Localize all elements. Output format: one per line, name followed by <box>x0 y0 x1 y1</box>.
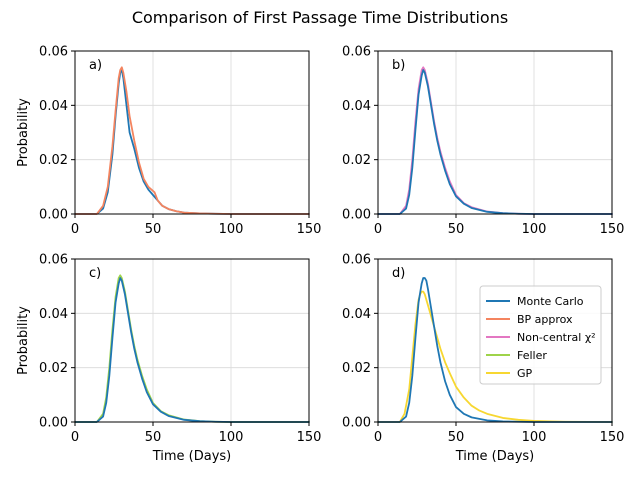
x-tick-label: 50 <box>145 222 162 237</box>
y-tick-label: 0.06 <box>342 253 371 268</box>
axes-frame <box>377 258 613 423</box>
axes-frame <box>74 50 310 215</box>
legend-entry-label: GP <box>517 367 533 380</box>
legend: Monte Carlo BP approx Non-central χ² Feller… <box>479 285 602 385</box>
y-tick-label: 0.04 <box>39 99 68 114</box>
y-tick-label: 0.02 <box>39 361 68 376</box>
x-tick-label: 0 <box>374 222 382 237</box>
y-tick-label: 0.02 <box>342 361 371 376</box>
y-tick-label: 0.00 <box>342 208 371 223</box>
legend-entry-label: Monte Carlo <box>517 295 584 308</box>
series-line-monte-carlo <box>74 277 310 423</box>
x-tick-label: 0 <box>71 430 79 445</box>
x-tick-label: 50 <box>145 430 162 445</box>
axes-frame <box>74 258 310 423</box>
y-tick-label: 0.00 <box>39 208 68 223</box>
y-tick-label: 0.06 <box>342 45 371 60</box>
series-line-gp <box>377 290 613 423</box>
axes-frame <box>377 50 613 215</box>
x-tick-label: 100 <box>219 430 244 445</box>
y-tick-label: 0.02 <box>342 153 371 168</box>
y-tick-label: 0.02 <box>39 153 68 168</box>
y-tick-label: 0.00 <box>39 416 68 431</box>
x-tick-label: 150 <box>600 222 625 237</box>
panel-c: 0 50 100 150 0.00 0.02 0.04 0.06 c) Time (Days) Pr… <box>16 253 321 465</box>
y-axis-label: Probability <box>16 98 31 167</box>
panel-a: 0 50 100 150 0.00 0.02 0.04 0.06 a) Probability <box>16 45 321 238</box>
x-tick-label: 50 <box>448 430 465 445</box>
y-tick-label: 0.04 <box>342 99 371 114</box>
chart-title: Comparison of First Passage Time Distrib… <box>132 8 508 27</box>
panels-layer: 0 50 100 150 0.00 0.02 0.04 0.06 a) Probability 0 5… <box>16 45 624 465</box>
x-tick-label: 100 <box>522 222 547 237</box>
x-tick-label: 100 <box>219 222 244 237</box>
y-tick-label: 0.06 <box>39 45 68 60</box>
series-line-feller <box>74 274 310 423</box>
panel-b: 0 50 100 150 0.00 0.02 0.04 0.06 b) <box>342 45 624 238</box>
legend-entry-label: Feller <box>517 349 547 362</box>
x-tick-label: 150 <box>297 222 322 237</box>
series-line-non-central- <box>377 66 613 215</box>
panel-label: a) <box>89 58 102 73</box>
legend-entry-label: Non-central χ² <box>517 331 596 344</box>
x-axis-label: Time (Days) <box>455 449 535 464</box>
x-tick-label: 100 <box>522 430 547 445</box>
x-tick-label: 0 <box>374 430 382 445</box>
legend-box <box>479 285 602 385</box>
panel-d: 0 50 100 150 0.00 0.02 0.04 0.06 d) Time (Days) Mo… <box>342 253 624 465</box>
y-tick-label: 0.00 <box>342 416 371 431</box>
y-tick-label: 0.04 <box>39 307 68 322</box>
x-tick-label: 50 <box>448 222 465 237</box>
x-tick-label: 150 <box>600 430 625 445</box>
x-tick-label: 0 <box>71 222 79 237</box>
x-tick-label: 150 <box>297 430 322 445</box>
legend-entry-label: BP approx <box>517 313 573 326</box>
y-tick-label: 0.04 <box>342 307 371 322</box>
x-axis-label: Time (Days) <box>152 449 232 464</box>
panel-label: d) <box>392 266 405 281</box>
y-axis-label: Probability <box>16 306 31 375</box>
panel-label: b) <box>392 58 405 73</box>
series-line-bp-approx <box>74 66 310 215</box>
series-line-monte-carlo <box>74 69 310 215</box>
y-tick-label: 0.06 <box>39 253 68 268</box>
series-line-monte-carlo <box>377 277 613 423</box>
panel-label: c) <box>89 266 101 281</box>
series-line-monte-carlo <box>377 69 613 215</box>
